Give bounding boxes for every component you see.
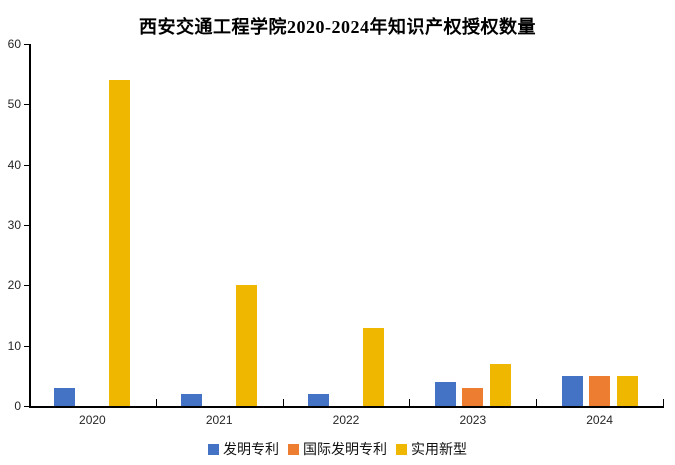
bar-utility-model-2023 — [489, 363, 511, 406]
x-axis-tick — [409, 399, 411, 407]
x-tick-label-2021: 2021 — [205, 413, 233, 427]
legend-item-invention-patent: 发明专利 — [208, 439, 279, 459]
x-axis-tick — [536, 399, 538, 407]
bar-invention-patent-2020 — [54, 387, 76, 406]
bar-intl-invention-patent-2024 — [589, 375, 611, 406]
x-tick-label-2024: 2024 — [586, 413, 613, 427]
y-axis-tick — [24, 44, 29, 45]
y-axis-tick — [24, 345, 29, 347]
x-tick-label-2023: 2023 — [459, 413, 487, 427]
x-axis-tick — [282, 399, 284, 407]
x-tick-label-2020: 2020 — [79, 413, 106, 427]
bar-utility-model-2024 — [616, 375, 638, 406]
y-tick-label: 10 — [7, 338, 21, 353]
x-axis-tick — [663, 399, 664, 407]
legend-item-intl-invention-patent: 国际发明专利 — [288, 439, 387, 459]
legend-swatch-invention-patent — [208, 443, 219, 455]
legend-label-intl-invention-patent: 国际发明专利 — [303, 443, 387, 458]
y-tick-label: 30 — [7, 218, 21, 232]
bar-invention-patent-2022 — [308, 393, 329, 406]
y-axis-tick — [24, 285, 29, 287]
legend: 发明专利 国际发明专利 实用新型 — [0, 439, 675, 459]
y-tick-label: 60 — [7, 37, 21, 51]
bar-intl-invention-patent-2023 — [462, 387, 484, 406]
y-axis-tick — [24, 104, 29, 106]
bar-invention-patent-2023 — [434, 381, 456, 406]
bar-invention-patent-2024 — [561, 375, 583, 406]
bar-utility-model-2020 — [109, 80, 131, 406]
y-axis-tick — [24, 164, 29, 166]
y-tick-label: 50 — [7, 97, 21, 112]
bar-utility-model-2021 — [236, 285, 258, 406]
chart-title: 西安交通工程学院2020-2024年知识产权授权数量 — [139, 17, 536, 37]
bar-invention-patent-2021 — [181, 393, 203, 406]
x-tick-label-2022: 2022 — [332, 413, 360, 427]
x-axis-line — [29, 406, 664, 408]
y-tick-label: 0 — [14, 399, 21, 413]
bar-utility-model-2022 — [363, 327, 384, 406]
legend-swatch-utility-model — [396, 443, 407, 455]
y-axis-tick — [24, 406, 29, 407]
legend-label-utility-model: 实用新型 — [411, 443, 467, 458]
legend-item-utility-model: 实用新型 — [396, 439, 467, 459]
y-tick-label: 20 — [7, 278, 21, 293]
y-axis-line — [29, 44, 31, 406]
legend-swatch-intl-invention-patent — [288, 443, 299, 455]
legend-label-invention-patent: 发明专利 — [223, 443, 279, 458]
y-tick-label: 40 — [7, 157, 21, 172]
x-axis-tick — [155, 399, 157, 407]
y-axis-tick — [24, 225, 29, 226]
